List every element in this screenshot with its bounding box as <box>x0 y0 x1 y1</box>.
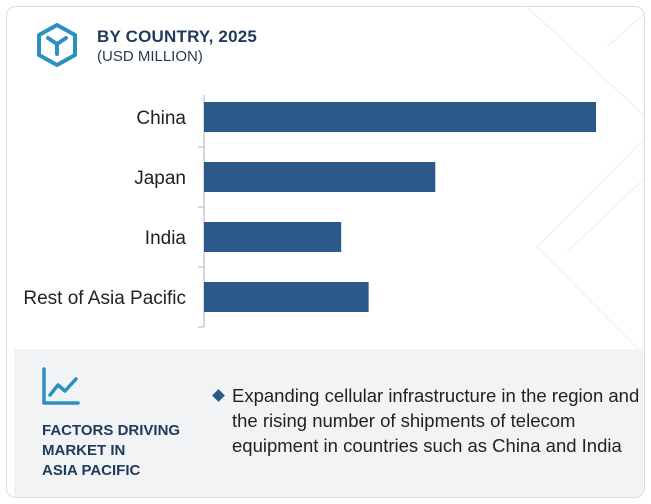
chart-subtitle: (USD MILLION) <box>97 48 203 65</box>
background-decoration <box>526 7 644 356</box>
factors-panel: FACTORS DRIVING MARKET IN ASIA PACIFIC E… <box>14 349 644 497</box>
bar-chart: China Japan India Rest of Asia Pacific <box>23 95 596 328</box>
chart-title: BY COUNTRY, 2025 <box>97 27 258 46</box>
bar-rest-of-asia-pacific <box>204 282 369 312</box>
factors-title-line: MARKET IN <box>42 442 126 459</box>
bar-japan <box>204 162 436 192</box>
bar-china <box>204 102 596 132</box>
bar-india <box>204 222 342 252</box>
factors-title-line: FACTORS DRIVING <box>42 422 181 439</box>
category-label: Rest of Asia Pacific <box>23 288 186 309</box>
trend-chart-icon <box>42 367 80 405</box>
category-label: Japan <box>134 168 186 189</box>
category-label: China <box>136 108 186 129</box>
factors-title-line: ASIA PACIFIC <box>42 462 141 479</box>
category-label: India <box>145 228 187 249</box>
factor-bullet-text: Expanding cellular infrastructure in the… <box>232 385 640 456</box>
chart-card: BY COUNTRY, 2025 (USD MILLION) China Japa… <box>6 6 645 498</box>
diamond-bullet-icon <box>212 389 225 402</box>
factors-title: FACTORS DRIVING MARKET IN ASIA PACIFIC <box>42 421 202 481</box>
hexagon-logo-icon <box>37 23 77 67</box>
